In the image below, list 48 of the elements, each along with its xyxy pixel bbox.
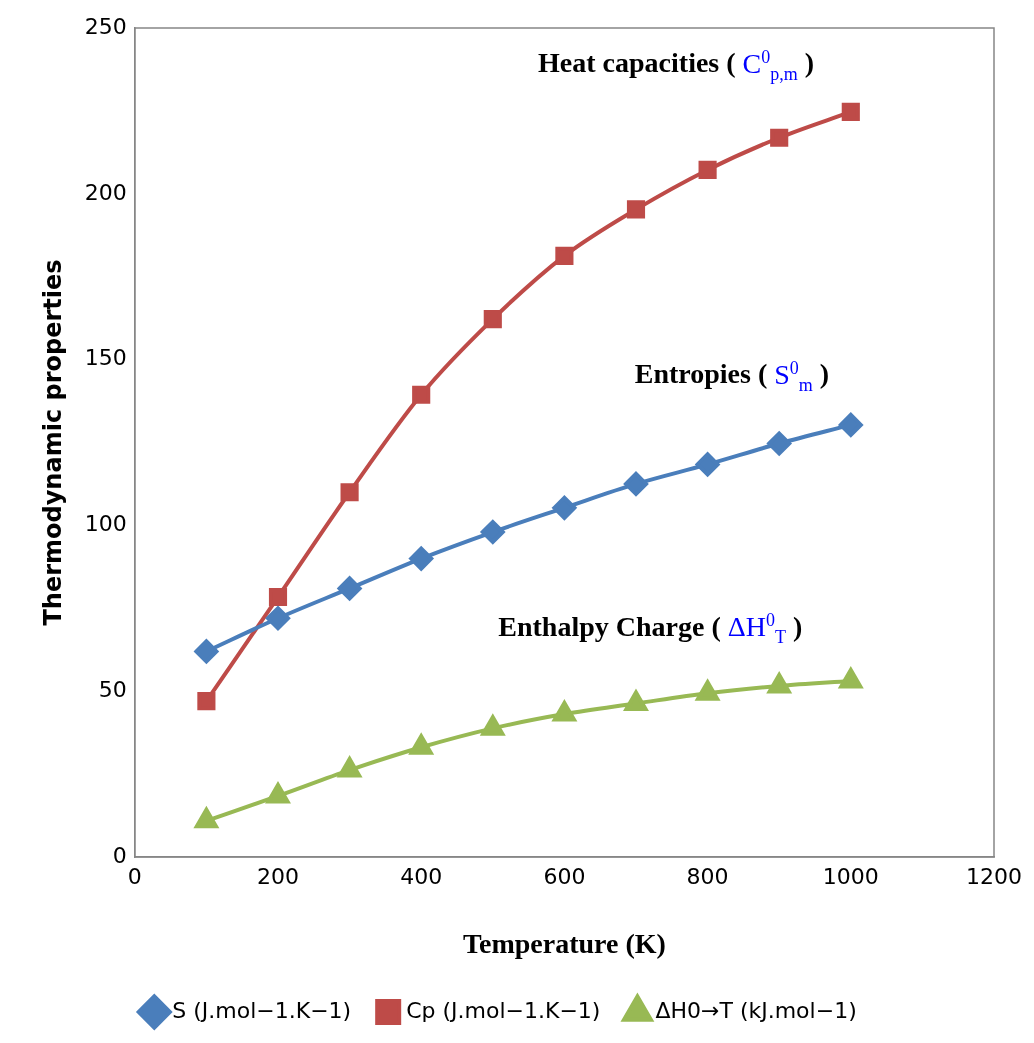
point (839, 667, 863, 689)
y-tick-label: 200 (84, 179, 127, 205)
point (624, 690, 648, 711)
point (767, 431, 792, 456)
point (698, 160, 717, 179)
x-axis-title: Temperature (K) (462, 928, 666, 960)
legend-label: S (J.mol−1.K−1) (172, 997, 352, 1023)
x-tick-label: 400 (400, 863, 443, 889)
point (770, 128, 789, 147)
x-tick-label: 600 (543, 863, 586, 889)
y-tick-label: 150 (84, 345, 127, 371)
y-axis-title: Thermodynamic properties (38, 259, 67, 626)
point (626, 200, 646, 219)
point (409, 546, 434, 571)
y-tick-label: 250 (84, 13, 127, 39)
point (409, 734, 433, 755)
point (841, 102, 860, 121)
point (480, 520, 505, 545)
legend-label: Cp (J.mol−1.K−1) (406, 997, 601, 1023)
annotation: Enthalpy Charge ( ΔH$^{0}$$_{T}$ ) (498, 610, 803, 648)
point (337, 576, 362, 601)
point (695, 452, 720, 477)
x-tick-label: 1000 (822, 863, 879, 889)
point (338, 757, 362, 778)
legend-label: ΔH0→T (kJ.mol−1) (655, 997, 857, 1023)
point (266, 782, 290, 804)
point (767, 672, 791, 694)
point (838, 412, 863, 437)
x-tick-label: 800 (686, 863, 729, 889)
point (555, 246, 574, 265)
point (481, 715, 505, 736)
point (624, 471, 648, 496)
point (552, 495, 577, 520)
point (194, 639, 219, 664)
point (696, 680, 720, 701)
point (552, 701, 576, 722)
annotation: Heat capacities ( C$^{0}$$_{p,m}$ ) (538, 46, 815, 85)
annotation: Entropies ( S$^{0}$$_{m}$ ) (634, 357, 830, 396)
y-tick-label: 50 (98, 676, 127, 702)
y-tick-label: 100 (84, 511, 127, 537)
x-tick-label: 200 (256, 863, 299, 889)
x-tick-label: 1200 (966, 863, 1022, 889)
y-tick-label: 0 (112, 842, 127, 868)
point (268, 587, 288, 607)
point (265, 606, 290, 631)
point (340, 483, 359, 502)
point (483, 310, 502, 329)
point (412, 385, 431, 404)
